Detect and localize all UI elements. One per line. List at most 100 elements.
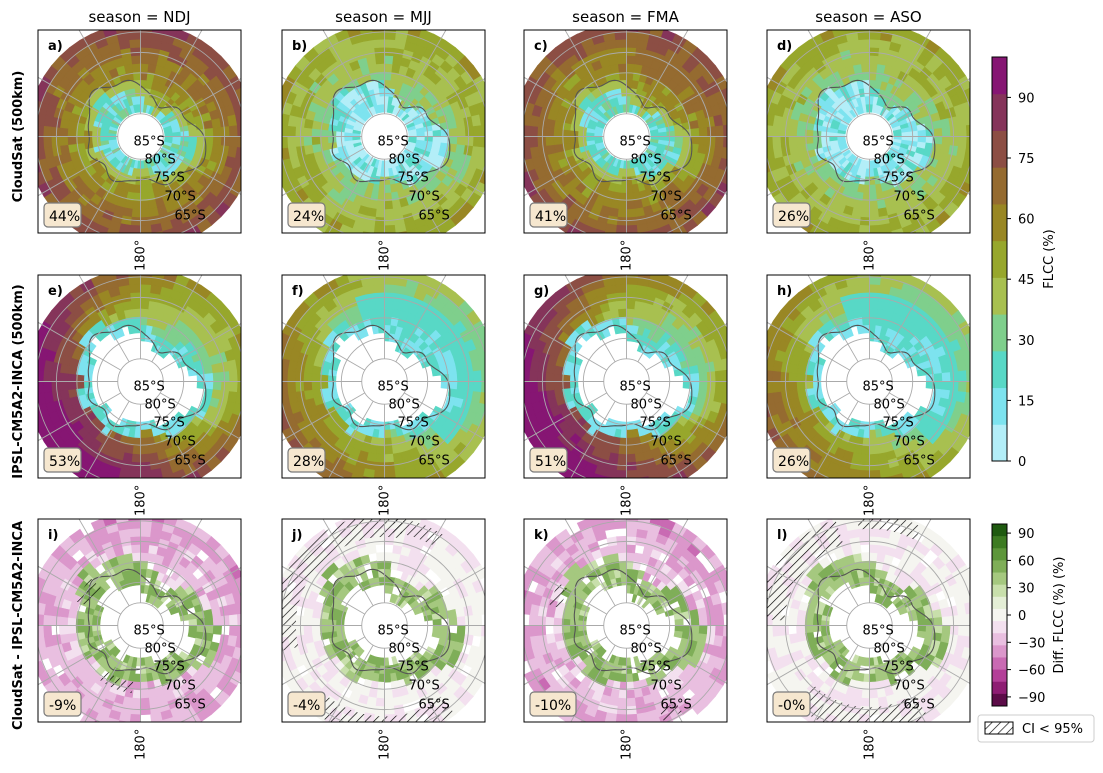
map-cell xyxy=(869,168,875,178)
map-cell xyxy=(757,393,767,407)
map-cell xyxy=(408,481,422,492)
map-cell xyxy=(271,124,280,137)
map-cell xyxy=(933,381,943,391)
map-cell xyxy=(232,590,241,605)
map-cell xyxy=(844,484,858,494)
map-cell xyxy=(271,137,280,150)
map-cell xyxy=(239,589,241,595)
map-cell xyxy=(140,689,150,699)
map-cell xyxy=(698,381,709,391)
map-cell xyxy=(616,46,627,57)
map-cell xyxy=(718,101,727,116)
map-cell xyxy=(38,357,46,371)
latitude-label: 65°S xyxy=(419,209,450,224)
map-cell xyxy=(50,136,61,147)
map-cell xyxy=(395,30,410,34)
map-cell xyxy=(375,54,385,65)
map-cell xyxy=(901,223,916,233)
map-cell xyxy=(835,473,849,478)
map-cell xyxy=(38,171,46,187)
map-cell xyxy=(974,124,983,137)
map-panel: 85°S80°S75°S70°S65°Sd)26%180° xyxy=(766,29,983,271)
map-cell xyxy=(524,357,532,371)
latitude-label: 80°S xyxy=(389,398,420,413)
map-cell xyxy=(375,453,385,464)
map-cell xyxy=(690,381,700,391)
map-cell xyxy=(282,100,286,113)
map-cell xyxy=(464,126,475,137)
map-cell xyxy=(869,200,879,210)
map-cell xyxy=(102,30,118,38)
map-cell xyxy=(869,308,879,318)
map-cell xyxy=(479,392,485,405)
map-cell xyxy=(282,147,290,161)
map-cell xyxy=(636,223,649,233)
map-cell xyxy=(235,171,241,186)
map-cell xyxy=(901,468,916,478)
map-cell xyxy=(767,124,774,137)
map-cell xyxy=(964,358,970,371)
latitude-label: 65°S xyxy=(175,698,206,713)
map-cell xyxy=(880,275,895,279)
map-cell xyxy=(690,372,700,382)
map-cell xyxy=(384,429,392,439)
map-cell xyxy=(239,656,241,662)
map-panel: 85°S80°S75°S70°S65°Sb)24%180° xyxy=(271,29,486,271)
map-cell xyxy=(282,345,286,358)
latitude-label: 75°S xyxy=(398,416,429,431)
map-cell xyxy=(140,63,150,73)
map-cell xyxy=(812,381,822,389)
map-cell xyxy=(384,469,396,478)
map-cell xyxy=(650,481,664,492)
map-cell xyxy=(384,184,392,194)
map-cell xyxy=(637,30,652,34)
map-cell xyxy=(859,291,870,302)
map-cell xyxy=(28,148,38,162)
map-cell xyxy=(271,369,280,382)
map-cell xyxy=(965,369,970,382)
map-cell xyxy=(881,484,895,494)
map-cell xyxy=(220,126,231,137)
map-cell xyxy=(384,63,394,73)
map-cell xyxy=(243,600,253,614)
map-cell xyxy=(698,136,709,146)
latitude-label: 75°S xyxy=(154,416,185,431)
map-cell xyxy=(725,345,727,351)
map-cell xyxy=(212,372,223,382)
map-cell xyxy=(448,381,458,391)
panel-letter: b) xyxy=(292,39,307,54)
panel-frame xyxy=(281,274,486,479)
map-cell xyxy=(302,127,313,137)
map-cell xyxy=(961,101,970,116)
map-cell xyxy=(164,132,174,137)
map-cell xyxy=(286,370,297,382)
latitude-label: 85°S xyxy=(134,380,165,395)
map-cell xyxy=(272,393,282,407)
map-cell xyxy=(384,291,395,302)
map-cell xyxy=(140,176,147,186)
map-cell xyxy=(812,136,822,144)
map-cell xyxy=(204,616,214,626)
map-cell xyxy=(384,453,394,464)
map-cell xyxy=(375,445,385,455)
map-cell xyxy=(131,208,141,219)
map-cell xyxy=(721,113,727,126)
map-cell xyxy=(513,137,522,150)
map-cell xyxy=(617,54,627,65)
latitude-label: 70°S xyxy=(409,190,440,205)
map-cell xyxy=(235,87,241,102)
map-cell xyxy=(374,46,385,57)
map-cell xyxy=(384,283,396,294)
map-cell xyxy=(286,136,297,148)
map-cell xyxy=(163,519,179,527)
map-cell xyxy=(844,239,858,249)
map-cell xyxy=(204,136,214,146)
map-cell xyxy=(90,275,106,287)
map-cell xyxy=(893,132,903,137)
map-cell xyxy=(38,124,45,137)
map-cell xyxy=(832,481,846,492)
map-cell xyxy=(964,171,970,186)
map-cell xyxy=(67,625,77,635)
map-cell xyxy=(50,371,61,382)
map-cell xyxy=(347,481,361,492)
